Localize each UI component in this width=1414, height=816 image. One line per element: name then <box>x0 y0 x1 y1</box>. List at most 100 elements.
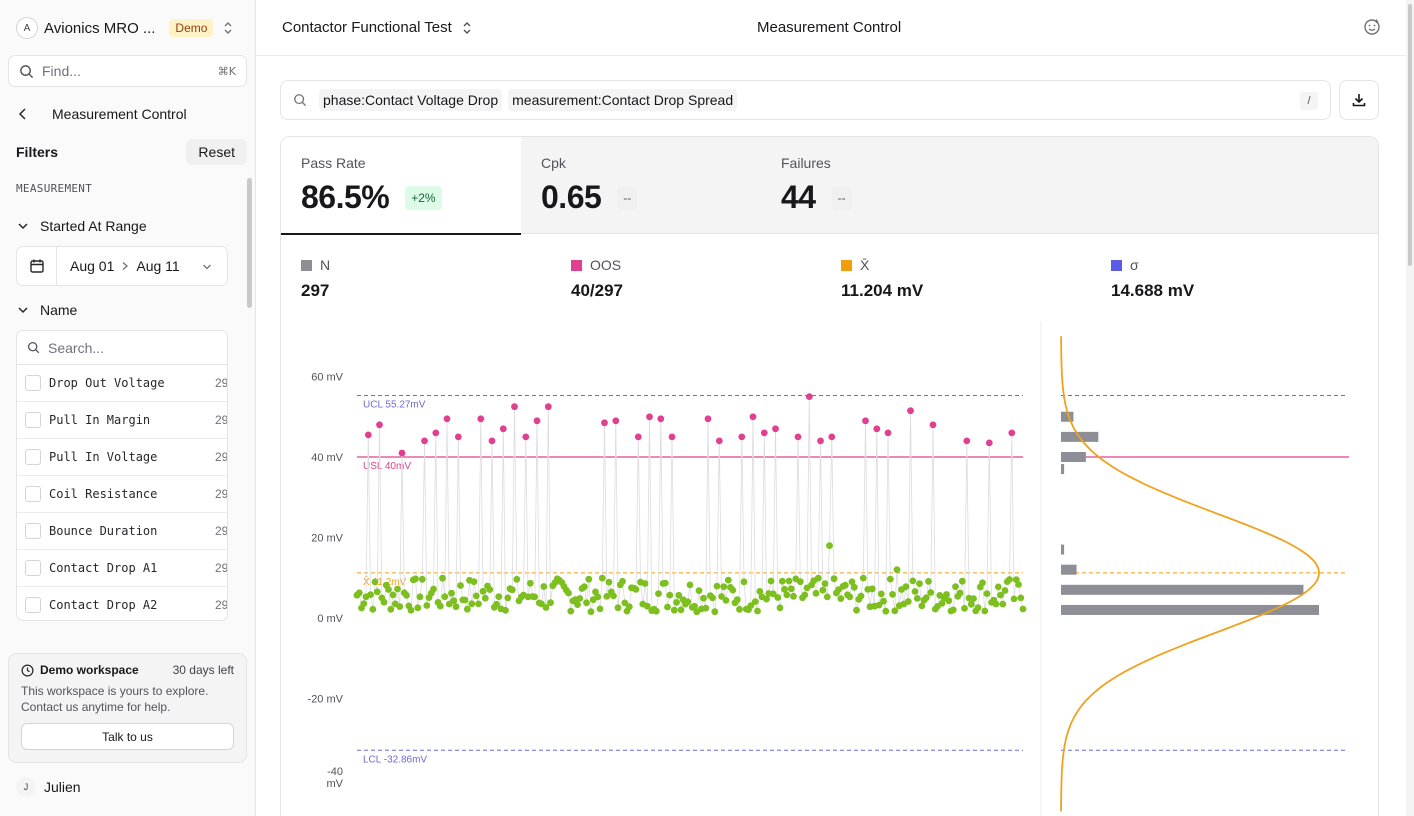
tab-failures[interactable]: Failures 44 -- <box>761 137 1001 234</box>
data-point <box>999 600 1007 608</box>
data-point <box>992 600 1000 608</box>
list-item[interactable]: Coil Resistance 29 <box>17 476 227 513</box>
data-point <box>661 579 669 587</box>
kpi-delta-badge: -- <box>617 185 638 210</box>
list-item[interactable]: Bounce Duration 29 <box>17 513 227 550</box>
tab-pass-rate[interactable]: Pass Rate 86.5% +2% <box>281 137 521 235</box>
data-point <box>664 603 671 611</box>
test-name: Contactor Functional Test <box>282 19 452 36</box>
y-tick-label: -20 mV <box>308 694 344 706</box>
oos-point <box>646 413 653 421</box>
name-toggle[interactable]: Name <box>16 299 77 321</box>
data-point <box>380 598 388 606</box>
data-point <box>767 577 775 585</box>
date-range-picker[interactable]: Aug 01 Aug 11 <box>16 246 228 286</box>
sidebar-scrollbar[interactable] <box>247 178 252 308</box>
data-point <box>814 574 822 582</box>
workspace-switcher[interactable]: A Avionics MRO ... Demo <box>16 16 240 40</box>
data-point <box>394 585 401 593</box>
data-point <box>785 577 793 585</box>
chevron-up-down-icon[interactable] <box>222 18 234 38</box>
data-point <box>918 602 926 610</box>
kpi-delta-badge: +2% <box>405 185 442 210</box>
reset-button[interactable]: Reset <box>186 139 247 165</box>
calendar-button[interactable] <box>17 247 57 285</box>
back-nav[interactable]: Measurement Control <box>16 101 240 127</box>
stat-value: 40/297 <box>571 281 623 300</box>
tab-cpk[interactable]: Cpk 0.65 -- <box>521 137 761 234</box>
data-point <box>673 599 680 606</box>
test-selector[interactable]: Contactor Functional Test <box>282 19 472 36</box>
oos-point <box>657 415 665 423</box>
checkbox[interactable] <box>25 412 41 428</box>
oos-point <box>963 437 971 445</box>
data-point <box>461 596 469 604</box>
data-point <box>889 591 896 598</box>
list-item[interactable]: Contact Drop A2 29 <box>17 587 227 620</box>
list-item[interactable]: Pull In Voltage 29 <box>17 439 227 476</box>
list-item-label: Coil Resistance <box>49 487 158 501</box>
list-item[interactable]: Contact Drop A1 29 <box>17 550 227 587</box>
oos-point <box>873 425 881 433</box>
data-point <box>448 589 455 597</box>
stat-value: 11.204 mV <box>841 281 924 300</box>
data-point <box>412 575 419 583</box>
data-point <box>790 592 797 600</box>
histogram-bar <box>1061 584 1304 595</box>
data-point <box>436 602 444 610</box>
histogram-bar <box>1061 604 1319 615</box>
data-point <box>407 606 415 614</box>
data-point <box>974 604 982 611</box>
find-placeholder: Find... <box>42 63 81 79</box>
oos-point <box>634 433 642 441</box>
checkbox[interactable] <box>25 449 41 465</box>
data-point <box>1019 605 1027 613</box>
query-input[interactable]: phase:Contact Voltage Drop measurement:C… <box>280 80 1331 120</box>
checkbox[interactable] <box>25 560 41 576</box>
oos-point <box>985 439 993 447</box>
chevron-left-icon[interactable] <box>16 107 30 121</box>
started-at-toggle[interactable]: Started At Range <box>16 215 147 237</box>
list-item[interactable]: Drop Out Voltage 29 <box>17 365 227 402</box>
oos-point <box>715 437 723 445</box>
data-point <box>967 600 975 608</box>
legend-swatch <box>1111 259 1122 271</box>
data-point <box>614 604 622 612</box>
query-chip-phase[interactable]: phase:Contact Voltage Drop <box>319 89 503 111</box>
oos-point <box>884 429 892 437</box>
checkbox[interactable] <box>25 375 41 391</box>
data-point <box>526 579 534 587</box>
stat-label: X̄ <box>860 257 870 273</box>
data-point <box>475 600 482 608</box>
checkbox[interactable] <box>25 523 41 539</box>
data-point <box>470 578 478 586</box>
oos-point <box>533 417 541 425</box>
data-point <box>373 588 381 596</box>
user-menu[interactable]: J Julien <box>16 777 81 797</box>
download-button[interactable] <box>1339 80 1379 120</box>
data-point <box>360 600 368 607</box>
name-search-input[interactable]: Search... <box>17 331 227 365</box>
list-item[interactable]: Pull In Margin 29 <box>17 402 227 439</box>
data-point <box>677 606 685 614</box>
data-point <box>675 591 683 599</box>
scrollbar-thumb[interactable] <box>1408 4 1412 266</box>
query-chip-measurement[interactable]: measurement:Contact Drop Spread <box>508 89 738 111</box>
data-point <box>594 593 602 601</box>
talk-to-us-button[interactable]: Talk to us <box>21 723 234 750</box>
search-icon <box>20 64 34 78</box>
page-scrollbar[interactable] <box>1406 0 1414 816</box>
data-point <box>830 575 838 583</box>
stat-value: 14.688 mV <box>1111 281 1195 300</box>
feedback-smile-icon[interactable] <box>1363 18 1381 36</box>
kpi-value: 0.65 <box>541 179 602 215</box>
find-input[interactable]: Find... ⌘K <box>8 55 247 87</box>
kpi-tabs: Pass Rate 86.5% +2% Cpk 0.65 -- Failures <box>281 137 1378 235</box>
data-point <box>1015 581 1022 588</box>
data-point <box>981 607 989 615</box>
stat-sigma: σ 14.688 mV <box>1111 257 1194 301</box>
demo-days-left: 30 days left <box>172 663 234 677</box>
checkbox[interactable] <box>25 597 41 613</box>
data-point <box>949 606 957 614</box>
checkbox[interactable] <box>25 486 41 502</box>
